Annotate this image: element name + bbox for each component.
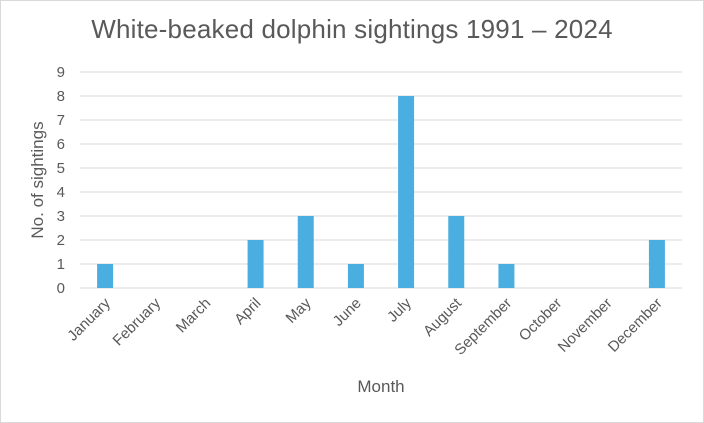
y-axis-title: No. of sightings: [28, 121, 47, 238]
y-tick-label: 4: [57, 184, 65, 201]
x-tick-label: February: [110, 294, 165, 349]
y-tick-label: 5: [57, 160, 65, 177]
bar-may: [297, 216, 314, 288]
bar-december: [648, 240, 665, 288]
y-tick-label: 8: [57, 88, 65, 105]
y-tick-label: 7: [57, 112, 65, 129]
bar-august: [448, 216, 465, 288]
x-tick-label: August: [420, 294, 466, 340]
y-tick-label: 2: [57, 232, 65, 249]
bar-january: [97, 264, 114, 288]
x-tick-label: June: [330, 295, 365, 330]
chart-title: White-beaked dolphin sightings 1991 – 20…: [91, 14, 613, 44]
y-tick-label: 9: [57, 64, 65, 81]
x-tick-label: April: [231, 295, 264, 328]
gridlines: [80, 71, 682, 289]
y-tick-label: 0: [57, 280, 65, 297]
x-tick-label: January: [64, 294, 114, 344]
bar-june: [347, 264, 364, 288]
bar-april: [247, 240, 264, 288]
y-tick-label: 3: [57, 208, 65, 225]
y-tick-label: 6: [57, 136, 65, 153]
x-tick-label: March: [173, 295, 214, 336]
bars: [97, 96, 665, 288]
x-tick-label: October: [516, 295, 566, 345]
y-tick-label: 1: [57, 256, 65, 273]
x-tick-label: May: [283, 294, 315, 326]
x-tick-label: December: [605, 295, 666, 356]
x-tick-label: July: [384, 294, 415, 325]
x-axis-title: Month: [357, 377, 404, 396]
bar-july: [398, 96, 415, 288]
bar-september: [498, 264, 515, 288]
y-axis-ticks: 0 1 2 3 4 5 6 7 8 9: [57, 64, 65, 297]
